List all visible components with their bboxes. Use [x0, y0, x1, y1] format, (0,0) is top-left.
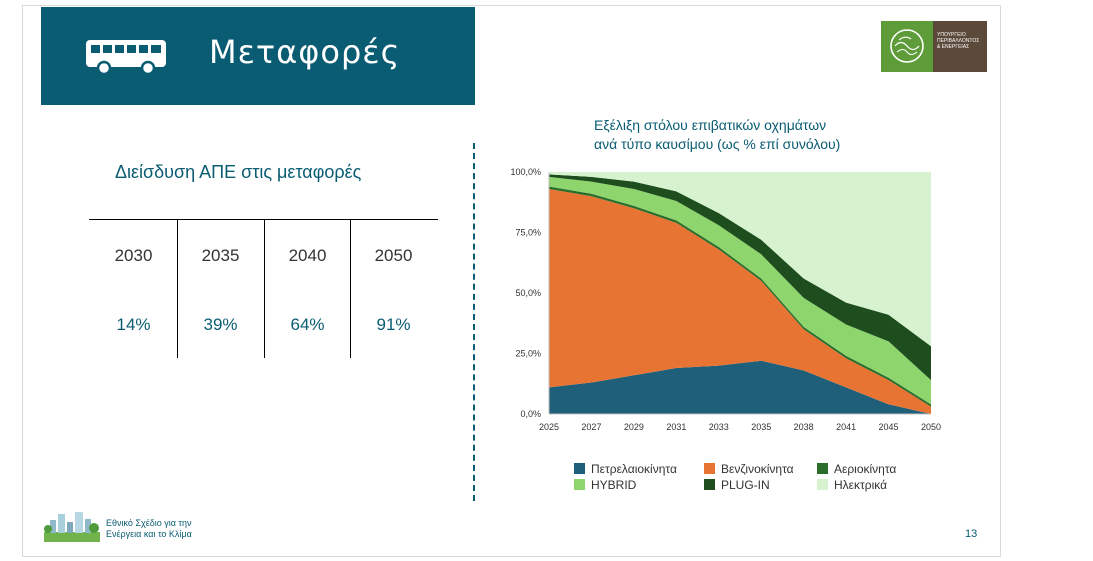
x-tick-label: 2045	[879, 422, 899, 432]
chart-legend: Πετρελαιοκίνητα Βενζινοκίνητα Αεριοκίνητα H…	[574, 462, 954, 496]
y-tick-label: 75,0%	[515, 228, 541, 238]
bus-icon	[86, 40, 166, 76]
legend-swatch	[574, 463, 585, 474]
table-top-rule	[89, 219, 438, 220]
footer-text: Εθνικό Σχέδιο για την Ενέργεια και το Κλ…	[106, 518, 192, 540]
year-cell: 2030	[114, 246, 153, 265]
x-tick-label: 2029	[624, 422, 644, 432]
year-cell: 2050	[374, 246, 413, 265]
legend-swatch	[817, 479, 828, 490]
chart-title-line: Εξέλιξη στόλου επιβατικών οχημάτων	[594, 117, 827, 133]
x-tick-label: 2033	[709, 422, 729, 432]
x-tick-label: 2031	[666, 422, 686, 432]
legend-label: Ηλεκτρικά	[834, 478, 888, 492]
header-banner: Μεταφορές	[41, 7, 475, 105]
x-tick-label: 2035	[751, 422, 771, 432]
percent-cell: 64%	[290, 315, 325, 334]
chart-title: Εξέλιξη στόλου επιβατικών οχημάτων ανά τ…	[594, 116, 840, 154]
y-tick-label: 25,0%	[515, 349, 541, 359]
area-series-0	[549, 360, 931, 414]
table-divider	[177, 220, 178, 358]
y-tick-label: 0,0%	[520, 409, 541, 419]
table-divider	[264, 220, 265, 358]
city-landscape-icon	[44, 512, 100, 542]
legend-item: HYBRID	[574, 478, 636, 492]
legend-swatch	[704, 479, 715, 490]
table-divider	[350, 220, 351, 358]
x-tick-label: 2038	[794, 422, 814, 432]
x-tick-label: 2025	[539, 422, 559, 432]
legend-item: Βενζινοκίνητα	[704, 462, 794, 476]
page-number: 13	[965, 528, 978, 540]
logo-line: ΥΠΟΥΡΓΕΙΟ	[937, 32, 966, 38]
legend-label: Βενζινοκίνητα	[721, 462, 794, 476]
chart-title-line: ανά τύπο καυσίμου (ως % επί συνόλου)	[594, 136, 841, 152]
legend-item: Ηλεκτρικά	[817, 478, 887, 492]
y-tick-label: 50,0%	[515, 288, 541, 298]
legend-swatch	[574, 479, 585, 490]
legend-label: Πετρελαιοκίνητα	[591, 462, 677, 476]
logo-emblem-icon	[881, 21, 933, 72]
area-series-5	[549, 172, 931, 347]
x-tick-label: 2027	[581, 422, 601, 432]
percent-cell: 91%	[376, 315, 411, 334]
year-cell: 2040	[288, 246, 327, 265]
legend-label: PLUG-IN	[721, 478, 770, 492]
legend-item: Πετρελαιοκίνητα	[574, 462, 677, 476]
page-title: Μεταφορές	[209, 33, 401, 71]
logo-line: ΠΕΡΙΒΑΛΛΟΝΤΟΣ	[937, 38, 980, 44]
fleet-area-chart: 0,0% 25,0% 50,0% 75,0% 100,0% 2025 2027 2029 203…	[510, 167, 941, 432]
legend-label: Αεριοκίνητα	[834, 462, 897, 476]
legend-item: Αεριοκίνητα	[817, 462, 896, 476]
percent-cell: 14%	[116, 315, 151, 334]
section-divider	[473, 143, 475, 501]
logo-text: ΥΠΟΥΡΓΕΙΟ ΠΕΡΙΒΑΛΛΟΝΤΟΣ & ΕΝΕΡΓΕΙΑΣ	[933, 21, 987, 72]
legend-label: HYBRID	[591, 478, 637, 492]
x-tick-label: 2041	[836, 422, 856, 432]
ministry-logo: ΥΠΟΥΡΓΕΙΟ ΠΕΡΙΒΑΛΛΟΝΤΟΣ & ΕΝΕΡΓΕΙΑΣ	[881, 21, 987, 72]
percent-cell: 39%	[203, 315, 238, 334]
footer-line: Εθνικό Σχέδιο για την	[106, 518, 192, 528]
year-cell: 2035	[201, 246, 240, 265]
area-series-1	[549, 188, 931, 414]
logo-line: & ΕΝΕΡΓΕΙΑΣ	[937, 44, 970, 50]
legend-swatch	[704, 463, 715, 474]
y-tick-label: 100,0%	[510, 167, 541, 177]
legend-swatch	[817, 463, 828, 474]
x-tick-label: 2050	[921, 422, 941, 432]
res-penetration-title: Διείσδυση ΑΠΕ στις μεταφορές	[115, 162, 362, 182]
legend-item: PLUG-IN	[704, 478, 770, 492]
footer-line: Ενέργεια και το Κλίμα	[106, 529, 192, 539]
area-series-3	[549, 176, 931, 405]
